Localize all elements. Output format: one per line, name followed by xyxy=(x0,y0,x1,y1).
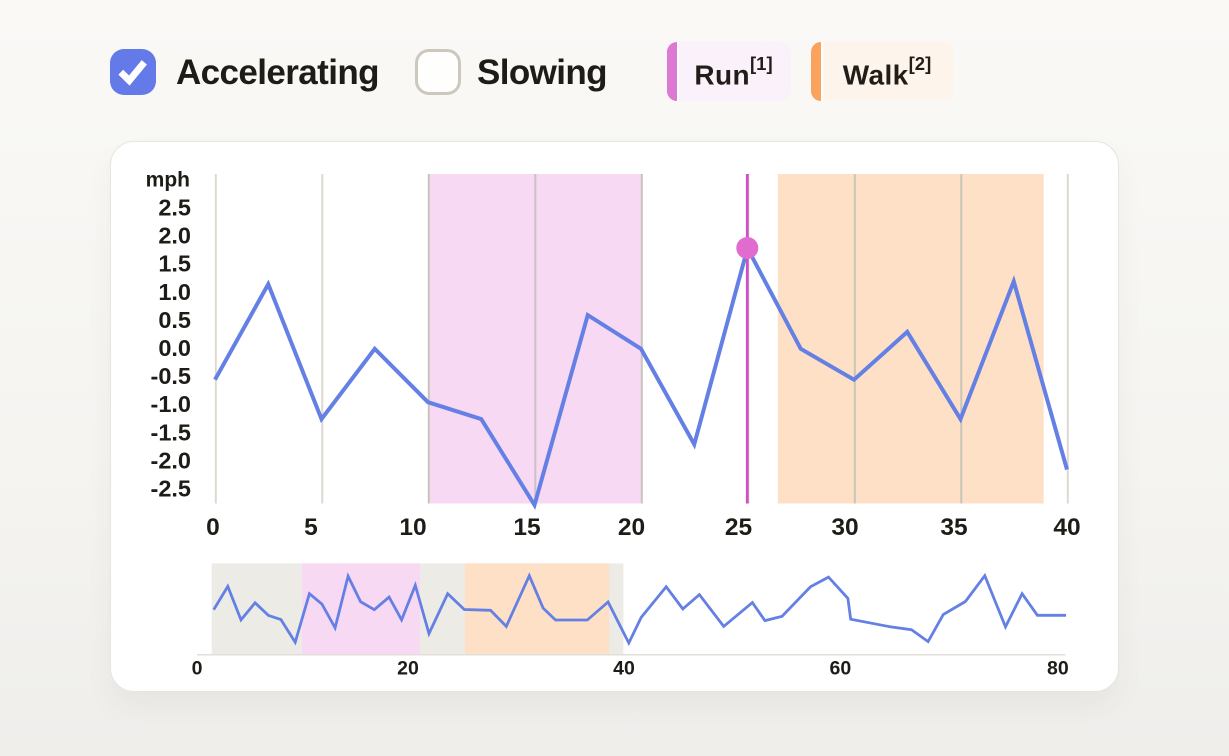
svg-text:20: 20 xyxy=(618,514,645,541)
svg-text:mph: mph xyxy=(146,169,190,192)
svg-text:1.0: 1.0 xyxy=(158,279,191,305)
svg-text:40: 40 xyxy=(1053,514,1080,541)
svg-text:1.5: 1.5 xyxy=(158,251,191,277)
svg-text:30: 30 xyxy=(831,514,858,541)
svg-text:80: 80 xyxy=(1047,658,1069,680)
svg-text:40: 40 xyxy=(613,658,635,680)
svg-text:0.0: 0.0 xyxy=(158,335,191,361)
svg-text:-1.5: -1.5 xyxy=(151,419,192,445)
svg-text:60: 60 xyxy=(830,658,852,680)
svg-text:35: 35 xyxy=(940,514,967,541)
svg-text:10: 10 xyxy=(399,514,426,541)
svg-text:15: 15 xyxy=(513,514,540,541)
svg-text:25: 25 xyxy=(725,514,752,541)
svg-text:2.5: 2.5 xyxy=(158,195,191,221)
svg-text:-2.0: -2.0 xyxy=(151,447,192,473)
svg-text:20: 20 xyxy=(397,658,419,680)
svg-text:2.0: 2.0 xyxy=(158,223,191,249)
svg-text:-1.0: -1.0 xyxy=(151,391,192,417)
svg-text:5: 5 xyxy=(304,514,318,541)
svg-text:0: 0 xyxy=(206,514,220,541)
svg-text:-2.5: -2.5 xyxy=(151,476,192,502)
svg-text:0: 0 xyxy=(192,658,203,680)
svg-text:0.5: 0.5 xyxy=(158,307,191,333)
svg-text:-0.5: -0.5 xyxy=(151,363,192,389)
